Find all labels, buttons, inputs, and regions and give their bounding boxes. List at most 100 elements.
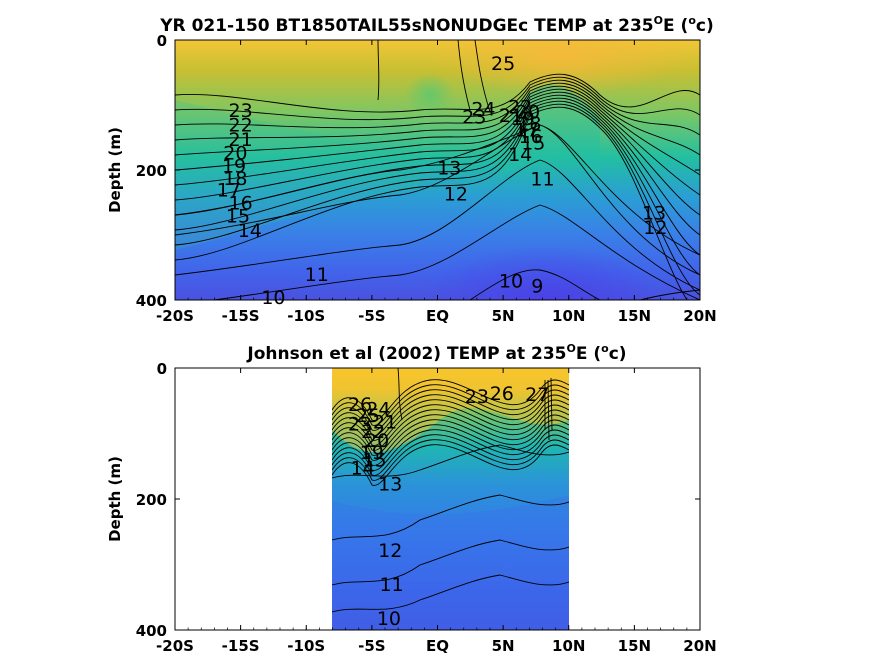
top-contour-label: 23 <box>462 107 486 129</box>
top-contour-label: 21 <box>229 129 253 151</box>
bottom-y-tick-label: 400 <box>136 622 167 640</box>
top-contour-label: 19 <box>511 108 535 130</box>
bottom-isotherm-line <box>332 439 569 481</box>
bottom-y-axis-label: Depth (m) <box>106 456 124 542</box>
bottom-isotherm-line <box>332 379 569 421</box>
bottom-isotherm-line <box>332 574 569 613</box>
top-contour-label: 25 <box>491 53 515 75</box>
top-isotherm-line <box>210 204 700 300</box>
top-contour-label: 20 <box>516 102 540 124</box>
bottom-contour-label: 23 <box>465 386 489 408</box>
bottom-panel: Johnson et al (2002) TEMP at 235OE (oc) … <box>106 342 717 655</box>
top-panel: YR 021-150 BT1850TAIL55sNONUDGEc TEMP at… <box>106 14 717 325</box>
top-isotherm-line <box>457 40 471 111</box>
bottom-isotherm-line <box>332 419 569 461</box>
top-contour-label: 21 <box>499 105 523 127</box>
bottom-contour-label: 19 <box>360 442 384 464</box>
top-contour-label: 23 <box>229 100 253 122</box>
bottom-x-tick-label: -5S <box>358 637 385 655</box>
top-x-tick-label: 5N <box>492 307 515 325</box>
bottom-contour-label: 23 <box>348 414 372 436</box>
top-y-axis-label: Depth (m) <box>106 127 124 213</box>
top-contour-label: 22 <box>229 115 253 137</box>
top-isotherm-line <box>175 76 700 121</box>
top-isotherm-line <box>175 91 700 216</box>
top-contour-label: 10 <box>261 287 285 309</box>
bottom-isotherm-line <box>332 494 569 541</box>
bottom-contour-label: 26 <box>490 383 514 405</box>
bottom-y-tick-label: 0 <box>157 360 167 378</box>
bottom-isotherms <box>332 368 569 613</box>
top-contour-label: 16 <box>519 126 543 148</box>
top-isotherm-line <box>175 100 700 276</box>
bottom-contour-label: 12 <box>378 540 402 562</box>
top-contour-label: 18 <box>517 113 541 135</box>
top-isotherm-line <box>175 73 700 113</box>
bottom-isotherm-line <box>332 429 569 471</box>
top-isotherm-line <box>474 40 491 113</box>
top-isotherms <box>175 40 700 300</box>
top-contour-label: 14 <box>238 220 262 242</box>
bottom-isotherm-line <box>332 444 569 486</box>
top-x-tick-label: -5S <box>358 307 385 325</box>
top-isotherm-line <box>175 106 688 300</box>
bottom-x-tick-label: -20S <box>156 637 194 655</box>
top-x-tick-label: -20S <box>156 307 194 325</box>
top-isotherm-line <box>175 79 700 136</box>
bottom-x-tick-label: -10S <box>287 637 325 655</box>
bottom-contour-label: 24 <box>366 399 390 421</box>
top-contour-label: 11 <box>530 168 554 190</box>
bottom-contour-label: 11 <box>379 574 403 596</box>
top-colorfill <box>175 40 700 300</box>
bottom-x-tick-label: -15S <box>222 637 260 655</box>
bottom-contour-label: 10 <box>377 608 401 630</box>
top-contour-label: 12 <box>444 183 468 205</box>
top-contour-label: 9 <box>531 276 543 298</box>
bottom-isotherm-line <box>332 424 569 466</box>
top-contour-label: 12 <box>643 217 667 239</box>
bottom-isotherm-line <box>332 539 569 586</box>
bottom-isotherm-line <box>332 444 569 479</box>
bottom-contour-label: 15 <box>362 450 386 472</box>
bottom-x-tick-label: 10N <box>552 637 585 655</box>
bottom-y-tick-label: 200 <box>136 491 167 509</box>
top-isotherm-line <box>175 85 700 176</box>
top-contour-label: 10 <box>499 271 523 293</box>
top-contour-label: 18 <box>223 168 247 190</box>
top-contour-label: 14 <box>508 144 532 166</box>
bottom-contour-label: 21 <box>373 412 397 434</box>
bottom-isotherm-line <box>332 414 569 456</box>
top-panel-title: YR 021-150 BT1850TAIL55sNONUDGEc TEMP at… <box>159 14 713 36</box>
top-y-tick-label: 0 <box>157 32 167 50</box>
bottom-colorfill <box>332 368 569 630</box>
top-contour-label: 19 <box>222 155 246 177</box>
top-y-tick-label: 400 <box>136 292 167 310</box>
bottom-isotherm-line <box>332 409 569 451</box>
top-isotherm-line <box>175 103 700 296</box>
top-x-tick-label: 10N <box>552 307 585 325</box>
top-x-tick-label: EQ <box>426 307 449 325</box>
bottom-contour-label: 14 <box>351 458 375 480</box>
top-contour-label: 13 <box>437 157 461 179</box>
top-isotherm-line <box>175 88 700 196</box>
top-contour-label: 22 <box>508 96 532 118</box>
top-contour-label: 16 <box>229 193 253 215</box>
bottom-isotherm-line <box>550 377 553 431</box>
bottom-contour-label: 26 <box>348 394 372 416</box>
top-contour-label: 15 <box>521 133 545 155</box>
bottom-isotherm-line <box>332 399 569 441</box>
top-contour-label: 15 <box>226 206 250 228</box>
top-ticks: -20S -15S -10S -5S EQ 5N 10N 15N 20N 0 200 400 <box>136 32 717 325</box>
bottom-isotherm-line <box>547 379 550 441</box>
top-contour-label: 13 <box>642 202 666 224</box>
bottom-contour-label: 20 <box>365 430 389 452</box>
top-isotherm-line <box>175 124 700 256</box>
top-isotherm-line <box>175 82 700 156</box>
top-contour-label: 24 <box>471 98 495 120</box>
bottom-isotherm-line <box>397 368 403 421</box>
top-isotherm-line <box>469 269 601 300</box>
bottom-contour-label: 13 <box>378 473 402 495</box>
top-contour-label: 11 <box>305 264 329 286</box>
